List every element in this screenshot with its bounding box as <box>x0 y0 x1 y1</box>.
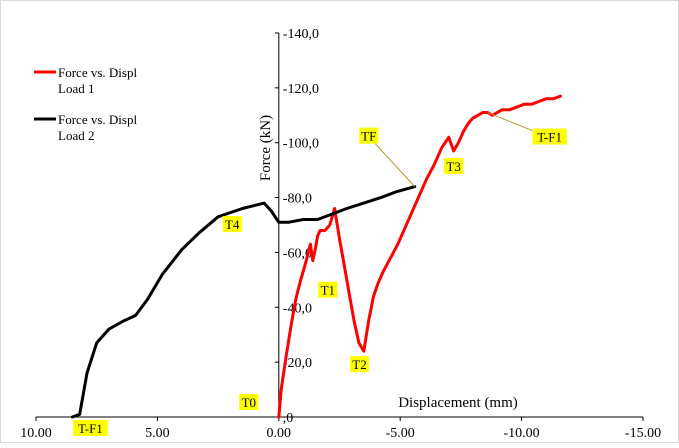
annotation-t-f1: T-F1 <box>532 128 567 145</box>
y-tick-label: -120,0 <box>283 82 319 97</box>
annotation-t3: T3 <box>444 157 464 174</box>
legend-label-load-1-line2: Load 1 <box>58 81 94 96</box>
annotation-t1: T1 <box>318 281 338 298</box>
annotation-bg-t0 <box>239 394 259 410</box>
annotation-t4: T4 <box>222 216 242 233</box>
annotations: T0 T1 T2 T3 T4 TF T-F1 T-F1 <box>73 127 567 436</box>
annotation-label-t-f1: T-F1 <box>537 130 562 145</box>
y-tick-label: -100,0 <box>283 137 319 152</box>
series-lines <box>70 94 562 419</box>
annotation-leader-tf <box>368 136 416 187</box>
annotation-label-t0: T0 <box>242 395 256 410</box>
annotation-bg-tf <box>359 127 379 144</box>
annotation-bg-t-f1 <box>532 128 567 145</box>
x-axis-title: Displacement (mm) <box>398 395 518 411</box>
y-tick-labels: ,0 -20,0 -40,0 -60,0 -80,0 -100,0 -120,0 -140,0 <box>283 27 319 426</box>
x-tick-label: 0.00 <box>267 426 292 441</box>
x-tick-label: -15.00 <box>625 426 661 441</box>
y-tick-label: -80,0 <box>283 192 312 207</box>
legend-label-load-2-line1: Force vs. Displ <box>58 112 137 127</box>
y-tick-label: -60,0 <box>283 246 312 261</box>
annotation-bg-t1 <box>318 281 338 298</box>
legend-entry-load-2: Force vs. Displ Load 2 <box>34 112 137 143</box>
annotation-tf: TF <box>359 127 379 144</box>
legend-label-load-2-line2: Load 2 <box>58 128 94 143</box>
annotation-label-tf: TF <box>361 129 376 144</box>
x-tick-labels: 10.00 5.00 0.00 -5.00 -10.00 -15.00 <box>20 426 661 441</box>
series-line-load-1 <box>277 94 562 419</box>
annotation-bg-t4 <box>222 216 242 233</box>
y-tick-label: -40,0 <box>283 301 312 316</box>
legend-entry-load-1: Force vs. Displ Load 1 <box>34 65 137 96</box>
annotation-bg-t2 <box>349 356 370 373</box>
axes <box>35 32 644 421</box>
annotation-label-t4: T4 <box>225 217 240 232</box>
annotation-label-t2: T2 <box>352 357 366 372</box>
annotation-label-t-f1: T-F1 <box>78 421 103 436</box>
x-tick-label: 5.00 <box>145 426 170 441</box>
annotation-bg-t3 <box>444 157 464 174</box>
y-tick-label: -140,0 <box>283 27 319 42</box>
annotation-t2: T2 <box>349 356 370 373</box>
x-tick-label: -10.00 <box>504 426 540 441</box>
annotation-bg-t-f1 <box>73 420 108 436</box>
legend-label-load-1-line1: Force vs. Displ <box>58 65 137 80</box>
annotation-t-f1: T-F1 <box>73 420 108 436</box>
y-axis-title: Force (kN) <box>258 115 274 181</box>
legend: Force vs. Displ Load 1 Force vs. Displ L… <box>34 65 137 143</box>
x-tick-label: -5.00 <box>386 426 415 441</box>
annotation-label-t3: T3 <box>446 159 460 174</box>
x-tick-label: 10.00 <box>20 426 52 441</box>
y-tick-label: -20,0 <box>283 356 312 371</box>
series-line-load-2 <box>70 185 417 419</box>
y-tick-label: ,0 <box>283 411 294 426</box>
annotation-label-t1: T1 <box>321 283 335 298</box>
annotation-t0: T0 <box>239 394 259 410</box>
